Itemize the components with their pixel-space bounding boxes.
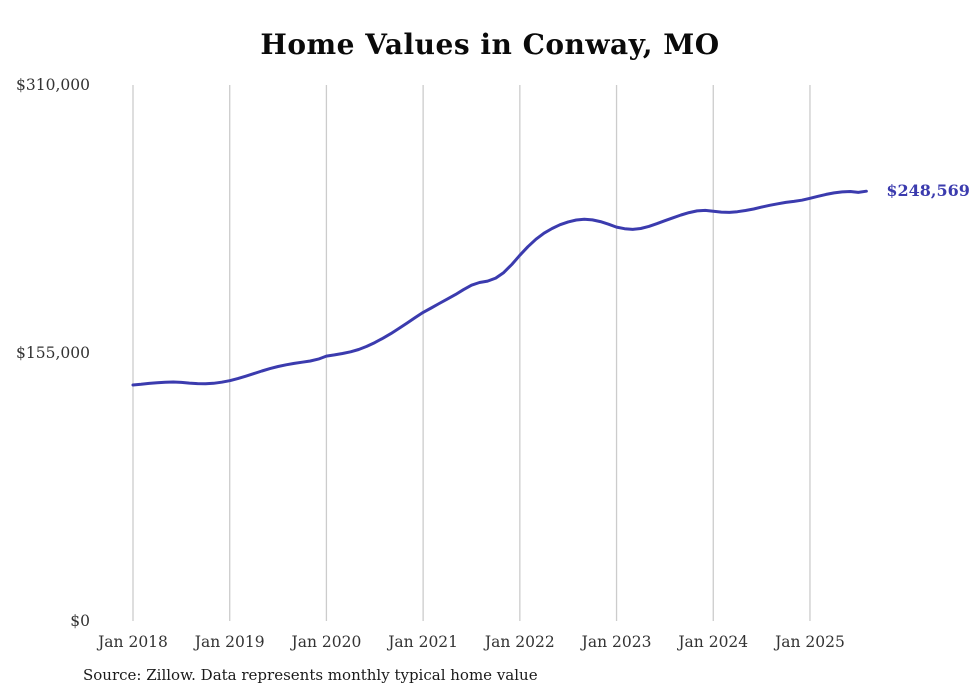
y-axis-tick-label: $310,000 — [16, 76, 90, 94]
x-axis-tick-label: Jan 2018 — [96, 633, 168, 651]
y-axis-tick-label: $0 — [70, 612, 90, 630]
source-note: Source: Zillow. Data represents monthly … — [83, 666, 538, 684]
y-axis-tick-label: $155,000 — [16, 344, 90, 362]
x-axis-tick-label: Jan 2021 — [386, 633, 458, 651]
x-axis-tick-label: Jan 2025 — [773, 633, 845, 651]
x-axis-tick-label: Jan 2019 — [193, 633, 265, 651]
home-value-line — [131, 189, 868, 387]
x-axis-tick-label: Jan 2023 — [580, 633, 652, 651]
chart-title: Home Values in Conway, MO — [260, 28, 720, 61]
x-axis-tick-label: Jan 2024 — [676, 633, 748, 651]
x-axis-tick-label: Jan 2022 — [483, 633, 555, 651]
end-value-label: $248,569 — [886, 181, 970, 200]
x-axis-tick-label: Jan 2020 — [290, 633, 362, 651]
